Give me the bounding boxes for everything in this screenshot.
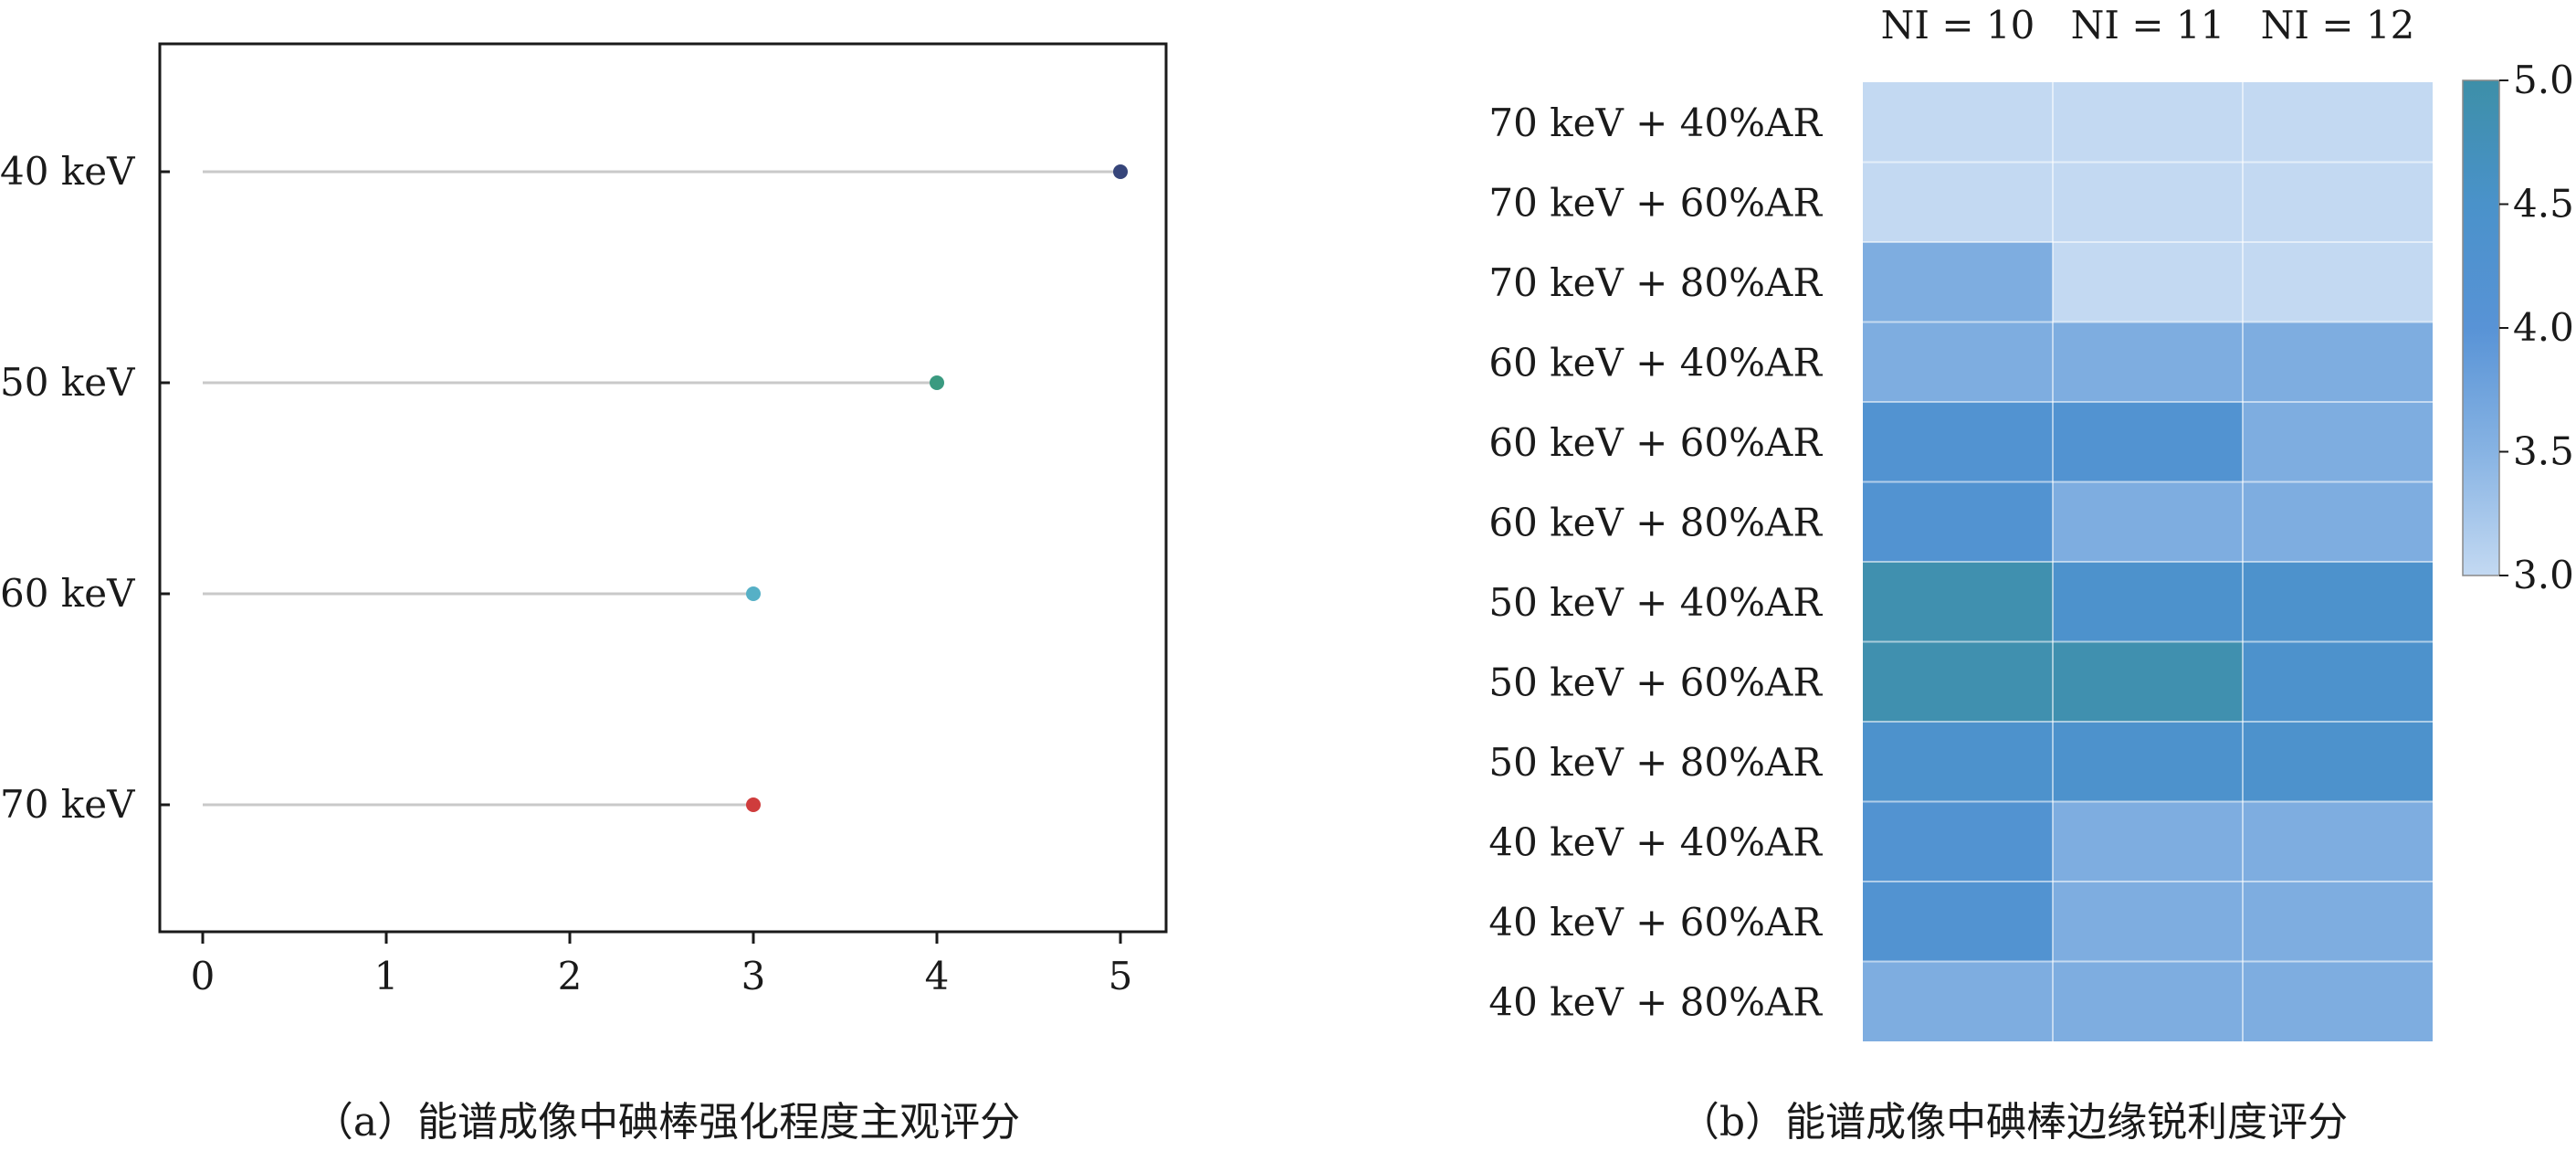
colorbar: 5.0 4.5 4.0 3.5 3.0 xyxy=(2462,58,2574,597)
heatmap-cell xyxy=(2243,961,2433,1041)
heatmap-cell xyxy=(2053,722,2243,802)
heatmap-cell xyxy=(1863,162,2053,242)
heatmap-cell xyxy=(2243,242,2433,322)
x-tick-label: 1 xyxy=(374,954,399,998)
row-label: 70 keV + 80%AR xyxy=(1488,260,1823,305)
heatmap-cell xyxy=(2053,882,2243,962)
heatmap-cell xyxy=(2243,562,2433,642)
y-tick-label: 50 keV xyxy=(0,360,135,405)
y-tick-label: 40 keV xyxy=(0,149,135,194)
heatmap-cell xyxy=(2243,402,2433,482)
heatmap-cell xyxy=(2243,722,2433,802)
heatmap-cell xyxy=(2243,322,2433,402)
x-tick-label: 3 xyxy=(741,954,766,998)
x-tick-label: 4 xyxy=(925,954,950,998)
colorbar-tick-label: 4.5 xyxy=(2513,182,2574,227)
row-label: 40 keV + 60%AR xyxy=(1488,900,1823,945)
x-tick-label: 0 xyxy=(191,954,216,998)
heatmap-cell xyxy=(2053,562,2243,642)
plot-frame xyxy=(158,42,1168,934)
row-label: 60 keV + 80%AR xyxy=(1488,500,1823,544)
row-label: 40 keV + 40%AR xyxy=(1488,819,1823,864)
heatmap-cell xyxy=(1863,641,2053,722)
heatmap-cell xyxy=(1863,882,2053,962)
colorbar-tick-label: 4.0 xyxy=(2513,305,2574,350)
colorbar-gradient xyxy=(2462,79,2500,576)
heatmap-cell xyxy=(2053,402,2243,482)
heatmap-cell xyxy=(2243,641,2433,722)
heatmap-cell xyxy=(1863,242,2053,322)
colorbar-tick-label: 3.5 xyxy=(2513,429,2574,474)
lollipop-chart: 40 keV 50 keV 60 keV 70 keV 0 1 2 3 4 5 （a）能谱成像中… xyxy=(0,42,1168,1146)
heatmap-cell xyxy=(2053,162,2243,242)
heatmap-cell xyxy=(1863,961,2053,1041)
column-label: NI = 12 xyxy=(2261,3,2415,48)
heatmap-cell xyxy=(1863,562,2053,642)
heatmap-cell xyxy=(2243,481,2433,562)
heatmap-cell xyxy=(1863,801,2053,882)
colorbar-tick-label: 3.0 xyxy=(2513,553,2574,597)
row-label: 50 keV + 40%AR xyxy=(1488,580,1823,625)
heatmap-cell xyxy=(2053,641,2243,722)
heatmap-cell xyxy=(2243,801,2433,882)
heatmap-cell xyxy=(2053,322,2243,402)
row-label: 40 keV + 80%AR xyxy=(1488,979,1823,1024)
column-label: NI = 10 xyxy=(1881,3,2035,48)
lollipop-point xyxy=(746,586,761,601)
heatmap-cell xyxy=(2053,481,2243,562)
row-label: 50 keV + 60%AR xyxy=(1488,660,1823,704)
lollipop-point xyxy=(930,375,944,390)
heatmap-cell xyxy=(2053,242,2243,322)
x-tick-label: 2 xyxy=(558,954,583,998)
heatmap-cell xyxy=(1863,481,2053,562)
row-label: 60 keV + 60%AR xyxy=(1488,420,1823,465)
row-label: 50 keV + 80%AR xyxy=(1488,740,1823,785)
heatmap-cell xyxy=(2053,961,2243,1041)
heatmap-cell xyxy=(1863,402,2053,482)
heatmap-chart: NI = 10 NI = 11 NI = 12 70 keV + 40%AR 70 k… xyxy=(1488,3,2573,1146)
heatmap-cell xyxy=(1863,82,2053,163)
x-tick-label: 5 xyxy=(1109,954,1133,998)
row-label: 60 keV + 40%AR xyxy=(1488,340,1823,385)
y-tick-label: 60 keV xyxy=(0,571,135,616)
caption-b: （b）能谱成像中碘棒边缘锐利度评分 xyxy=(1679,1099,2348,1146)
heatmap-cell xyxy=(2053,801,2243,882)
lollipop-point xyxy=(746,797,761,812)
column-label: NI = 11 xyxy=(2071,3,2225,48)
heatmap-cell xyxy=(2243,162,2433,242)
heatmap-cell xyxy=(2053,82,2243,163)
y-tick-label: 70 keV xyxy=(0,782,135,827)
lollipop-point xyxy=(1113,164,1128,179)
heatmap-cell xyxy=(1863,322,2053,402)
row-label: 70 keV + 60%AR xyxy=(1488,180,1823,225)
row-label: 70 keV + 40%AR xyxy=(1488,100,1823,145)
heatmap-cell xyxy=(2243,882,2433,962)
caption-a: （a）能谱成像中碘棒强化程度主观评分 xyxy=(313,1099,1020,1146)
heatmap-cell xyxy=(1863,722,2053,802)
heatmap-cell xyxy=(2243,82,2433,163)
colorbar-tick-label: 5.0 xyxy=(2513,58,2574,102)
